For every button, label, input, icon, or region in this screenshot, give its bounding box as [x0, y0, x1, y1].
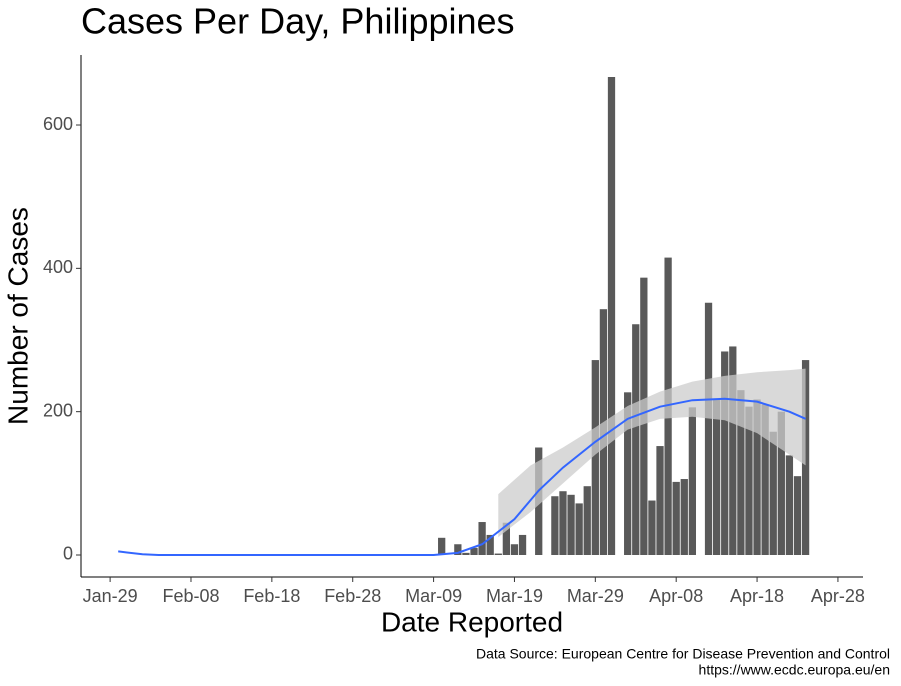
x-tick-label: Feb-28: [324, 586, 381, 606]
bar: [583, 486, 591, 555]
bar: [672, 481, 680, 555]
bar: [745, 406, 753, 555]
bar: [551, 496, 559, 555]
bar: [793, 476, 802, 555]
bar: [486, 534, 494, 555]
chart-title: Cases Per Day, Philippines: [81, 1, 515, 42]
x-tick-label: Mar-19: [486, 586, 543, 606]
x-tick-label: Jan-29: [83, 586, 138, 606]
x-tick-label: Apr-08: [649, 586, 703, 606]
x-tick-label: Mar-29: [567, 586, 624, 606]
bar: [737, 390, 745, 555]
bar: [559, 491, 567, 555]
caption: Data Source: European Centre for Disease…: [476, 646, 890, 662]
bar: [721, 351, 729, 555]
bar: [704, 302, 713, 555]
bar: [438, 537, 446, 555]
bar: [632, 324, 640, 555]
bar: [575, 503, 583, 555]
bar: [680, 479, 688, 555]
x-tick-label: Apr-18: [730, 586, 784, 606]
y-tick-label: 200: [43, 400, 73, 420]
bar: [729, 346, 737, 555]
x-tick-label: Mar-09: [405, 586, 462, 606]
bar: [478, 522, 486, 555]
x-tick-label: Feb-08: [162, 586, 219, 606]
bar: [761, 404, 769, 555]
bar: [777, 411, 785, 555]
smooth-line: [118, 397, 806, 556]
bar: [607, 77, 616, 555]
bar: [769, 431, 777, 555]
bar: [567, 494, 575, 555]
bar: [785, 455, 794, 555]
bar: [502, 522, 511, 555]
bar: [518, 534, 527, 555]
bar: [624, 392, 632, 555]
y-axis-label: Number of Cases: [2, 207, 33, 425]
y-tick-label: 0: [63, 544, 73, 564]
bar: [470, 547, 478, 555]
caption: https://www.ecdc.europa.eu/en: [699, 662, 890, 678]
bar: [462, 552, 470, 555]
bar: [648, 500, 656, 555]
bar: [656, 446, 664, 555]
bar: [712, 398, 721, 555]
y-tick-label: 400: [43, 257, 73, 277]
bar: [688, 407, 697, 555]
confidence-band: [498, 368, 806, 538]
y-tick-label: 600: [43, 114, 73, 134]
bar: [454, 544, 462, 555]
bar: [753, 399, 761, 555]
x-tick-label: Apr-28: [811, 586, 865, 606]
bar: [494, 553, 502, 555]
x-axis-label: Date Reported: [381, 606, 563, 637]
x-tick-label: Feb-18: [243, 586, 300, 606]
bar: [510, 544, 519, 555]
bar: [591, 360, 599, 555]
